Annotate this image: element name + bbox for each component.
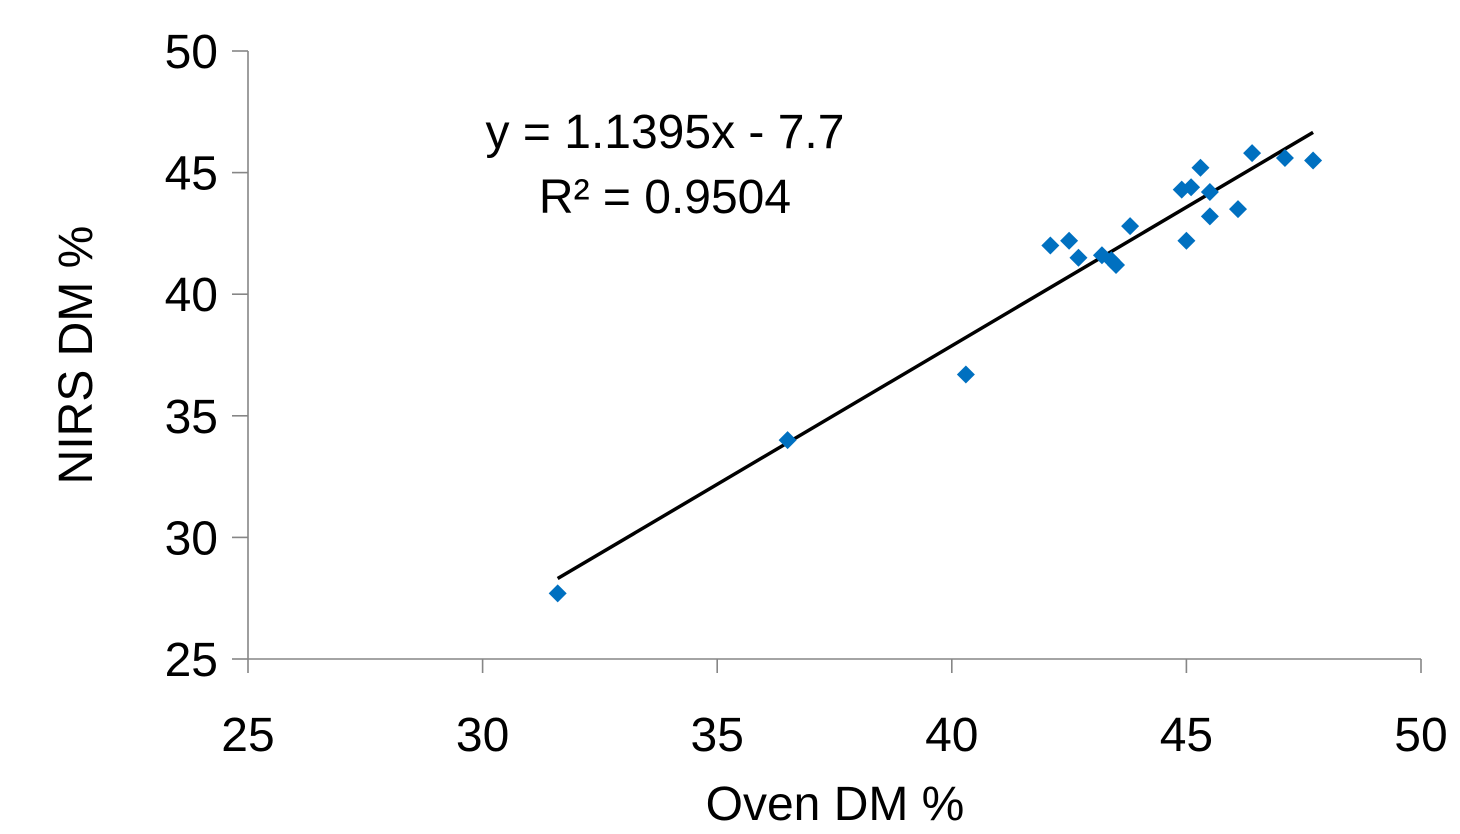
y-tick-label: 30 [165, 512, 218, 565]
data-point [1069, 248, 1088, 267]
data-point [1041, 236, 1060, 255]
x-tick-label: 45 [1160, 709, 1213, 762]
y-tick-label: 25 [165, 634, 218, 687]
y-tick-label: 45 [165, 148, 218, 201]
x-tick-label: 40 [925, 709, 978, 762]
data-point [1060, 231, 1079, 250]
y-tick-label: 40 [165, 269, 218, 322]
data-point [778, 431, 797, 450]
data-point [1229, 200, 1248, 219]
axes: 25 30 35 40 45 50 25 30 35 40 45 50 [165, 26, 1448, 762]
x-tick-label: 35 [691, 709, 744, 762]
data-points [548, 144, 1323, 603]
data-point [1191, 158, 1210, 177]
y-tick-label: 50 [165, 26, 218, 79]
data-point [1200, 207, 1219, 226]
trendline [556, 130, 1314, 581]
data-point [1304, 151, 1323, 170]
y-tick-label: 35 [165, 391, 218, 444]
data-point [1107, 256, 1126, 275]
data-point [1243, 144, 1262, 163]
data-point [956, 365, 975, 384]
x-tick-label: 30 [456, 709, 509, 762]
y-axis-label: NIRS DM % [50, 226, 103, 485]
x-axis-label: Oven DM % [706, 778, 965, 831]
data-point [1177, 231, 1196, 250]
r-squared-label: R² = 0.9504 [539, 171, 791, 224]
data-point [1275, 149, 1294, 168]
data-point [1121, 217, 1140, 236]
x-tick-label: 25 [221, 709, 274, 762]
data-point [548, 584, 567, 603]
data-point [1200, 183, 1219, 202]
trendline-equation: y = 1.1395x - 7.7 [486, 106, 845, 159]
trendline-layer [556, 130, 1314, 581]
data-point [1182, 178, 1201, 197]
x-tick-label: 50 [1394, 709, 1447, 762]
labels: y = 1.1395x - 7.7 R² = 0.9504 Oven DM % … [50, 106, 964, 831]
